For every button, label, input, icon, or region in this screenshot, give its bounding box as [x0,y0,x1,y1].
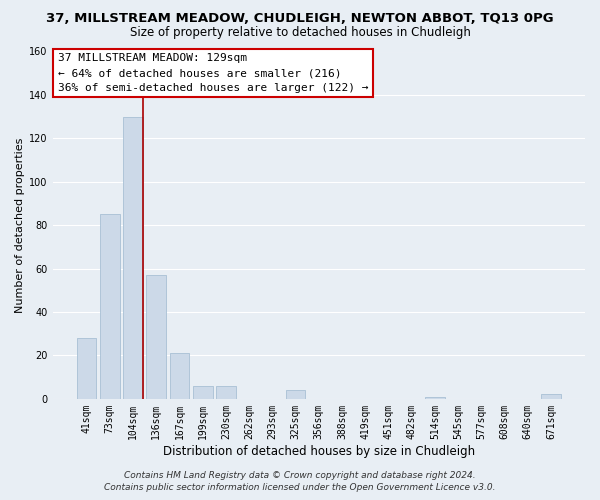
Bar [170,353,190,399]
Bar [100,214,119,399]
Text: 37 MILLSTREAM MEADOW: 129sqm
← 64% of detached houses are smaller (216)
36% of s: 37 MILLSTREAM MEADOW: 129sqm ← 64% of de… [58,53,368,93]
Bar [216,386,236,399]
Text: Contains HM Land Registry data © Crown copyright and database right 2024.
Contai: Contains HM Land Registry data © Crown c… [104,471,496,492]
Y-axis label: Number of detached properties: Number of detached properties [15,138,25,313]
Text: Size of property relative to detached houses in Chudleigh: Size of property relative to detached ho… [130,26,470,39]
Bar [193,386,212,399]
Text: 37, MILLSTREAM MEADOW, CHUDLEIGH, NEWTON ABBOT, TQ13 0PG: 37, MILLSTREAM MEADOW, CHUDLEIGH, NEWTON… [46,12,554,26]
Bar [286,390,305,399]
Bar [425,396,445,399]
Bar [146,275,166,399]
Bar [541,394,561,399]
X-axis label: Distribution of detached houses by size in Chudleigh: Distribution of detached houses by size … [163,444,475,458]
Bar [123,116,143,399]
Bar [77,338,97,399]
